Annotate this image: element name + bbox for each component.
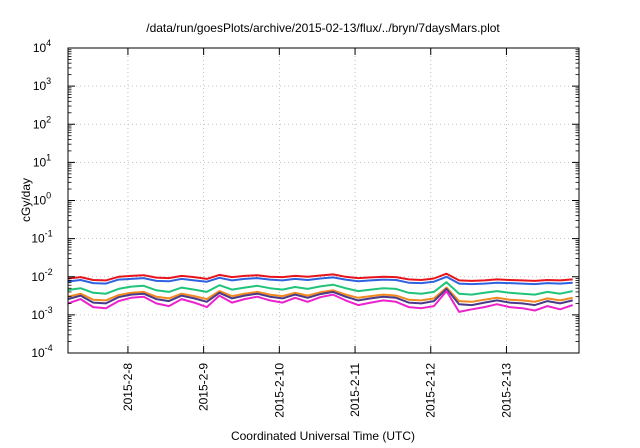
series-line-6 — [67, 290, 574, 313]
series-line-5 — [67, 287, 573, 307]
y-axis-label: cGy/day — [19, 178, 33, 222]
x-tick-label: 2015-2-10 — [272, 363, 286, 418]
x-axis-label: Coordinated Universal Time (UTC) — [231, 429, 415, 443]
chart-title: /data/run/goesPlots/archive/2015-02-13/f… — [146, 21, 500, 35]
series-line-3 — [67, 281, 573, 296]
x-tick-label: 2015-2-8 — [121, 363, 135, 411]
series-line-4 — [67, 286, 573, 303]
y-tick-label: 102 — [33, 114, 51, 131]
series-group — [67, 272, 574, 313]
grid — [68, 48, 579, 353]
y-tick-label: 10-2 — [31, 267, 52, 284]
series-line-2 — [67, 275, 573, 286]
y-tick-label: 103 — [33, 76, 51, 93]
y-tick-label: 101 — [33, 152, 51, 169]
series-line-1 — [67, 272, 573, 282]
x-tick-label: 2015-2-11 — [348, 363, 362, 417]
y-tick-label: 100 — [33, 191, 51, 208]
x-tick-label: 2015-2-9 — [197, 363, 211, 411]
y-tick-label: 10-4 — [31, 343, 52, 360]
y-axis: 104 103 102 101 100 10-1 10-2 10-3 10-4 — [31, 38, 579, 360]
y-tick-label: 10-3 — [31, 305, 52, 322]
y-tick-label: 104 — [33, 38, 51, 55]
x-tick-label: 2015-2-12 — [424, 363, 438, 418]
x-axis: 2015-2-8 2015-2-9 2015-2-10 2015-2-11 2015-2… — [121, 48, 513, 418]
y-tick-label: 10-1 — [31, 229, 52, 246]
x-tick-label: 2015-2-13 — [499, 363, 513, 418]
